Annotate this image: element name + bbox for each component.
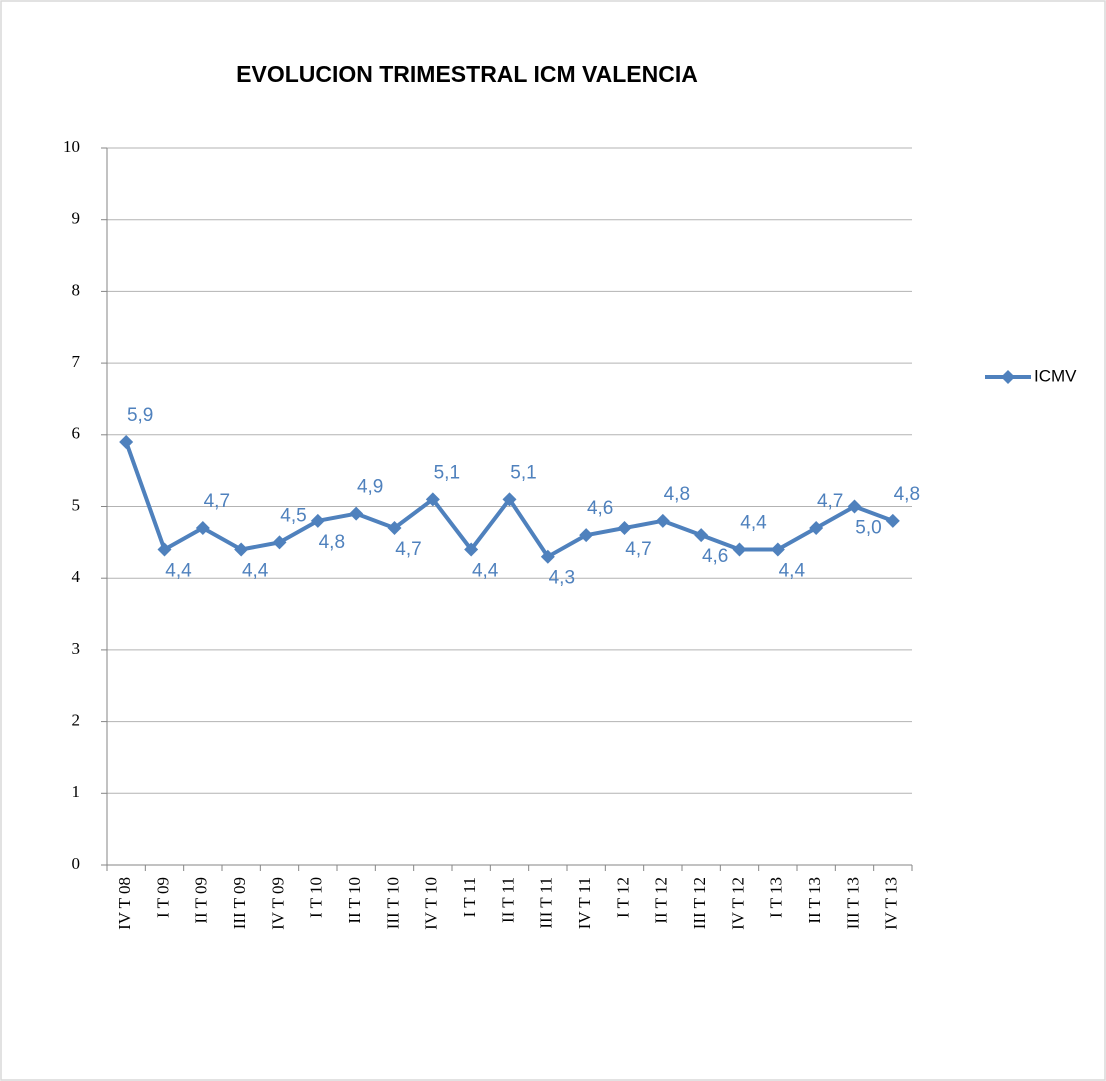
data-point — [617, 521, 632, 536]
data-label: 4,4 — [740, 513, 767, 534]
data-label: 5,1 — [510, 462, 536, 483]
x-tick-label: I T 12 — [613, 877, 632, 918]
x-tick-label: II T 09 — [192, 877, 211, 924]
data-point — [272, 535, 287, 550]
data-point — [694, 528, 709, 543]
y-tick-label: 10 — [63, 137, 80, 156]
data-label: 4,4 — [472, 561, 499, 582]
data-point — [885, 513, 900, 528]
data-label: 4,5 — [280, 505, 306, 526]
data-label: 5,1 — [434, 462, 460, 483]
x-tick-label: IV T 09 — [268, 877, 287, 930]
y-tick-label: 8 — [72, 280, 81, 299]
x-tick-label: IV T 10 — [422, 877, 441, 930]
data-point — [157, 542, 172, 557]
data-label: 4,3 — [549, 568, 575, 589]
data-label: 4,7 — [395, 539, 421, 560]
x-tick-label: IV T 08 — [115, 877, 134, 930]
y-tick-label: 3 — [72, 639, 81, 658]
data-label: 4,4 — [242, 561, 269, 582]
data-point — [655, 513, 670, 528]
data-point — [234, 542, 249, 557]
y-tick-label: 7 — [72, 352, 81, 371]
data-point — [732, 542, 747, 557]
x-tick-label: III T 10 — [383, 877, 402, 929]
data-label: 4,7 — [204, 491, 230, 512]
x-tick-label: I T 13 — [767, 877, 786, 918]
y-tick-label: 2 — [72, 711, 81, 730]
data-point — [502, 492, 517, 507]
x-tick-label: II T 11 — [498, 877, 517, 923]
x-tick-label: I T 10 — [307, 877, 326, 918]
x-tick-label: II T 13 — [805, 877, 824, 924]
x-tick-label: I T 09 — [153, 877, 172, 918]
data-point — [847, 499, 862, 514]
data-label: 5,9 — [127, 405, 153, 426]
y-tick-label: 0 — [72, 854, 81, 873]
data-point — [770, 542, 785, 557]
data-point — [310, 513, 325, 528]
data-point — [579, 528, 594, 543]
x-tick-label: III T 09 — [230, 877, 249, 929]
x-tick-label: III T 11 — [537, 877, 556, 929]
data-point — [349, 506, 364, 521]
data-point — [425, 492, 440, 507]
legend-label: ICMV — [1034, 366, 1077, 385]
data-label: 4,9 — [357, 477, 383, 498]
x-tick-label: I T 11 — [460, 877, 479, 917]
data-label: 4,4 — [779, 561, 806, 582]
data-label: 5,0 — [855, 518, 881, 539]
y-tick-label: 4 — [72, 567, 81, 586]
data-label: 4,4 — [165, 561, 192, 582]
x-tick-label: IV T 11 — [575, 877, 594, 929]
data-label: 4,8 — [664, 484, 690, 505]
y-tick-label: 6 — [72, 424, 81, 443]
x-tick-label: II T 12 — [652, 877, 671, 924]
x-tick-label: II T 10 — [345, 877, 364, 924]
data-point — [464, 542, 479, 557]
data-label: 4,8 — [894, 484, 920, 505]
data-point — [809, 521, 824, 536]
data-label: 4,7 — [817, 491, 843, 512]
data-label: 4,7 — [625, 539, 651, 560]
data-label: 4,6 — [702, 546, 728, 567]
y-tick-label: 9 — [72, 209, 81, 228]
legend-marker — [1001, 370, 1015, 384]
data-label: 4,6 — [587, 498, 613, 519]
data-point — [387, 521, 402, 536]
y-tick-label: 5 — [72, 495, 81, 514]
x-tick-label: III T 13 — [843, 877, 862, 929]
data-label: 4,8 — [319, 532, 345, 553]
y-tick-label: 1 — [72, 782, 81, 801]
data-point — [540, 549, 555, 564]
data-point — [119, 434, 134, 449]
data-point — [195, 521, 210, 536]
x-tick-label: III T 12 — [690, 877, 709, 929]
x-tick-label: IV T 13 — [882, 877, 901, 930]
x-tick-label: IV T 12 — [728, 877, 747, 930]
chart-title: EVOLUCION TRIMESTRAL ICM VALENCIA — [236, 61, 698, 87]
